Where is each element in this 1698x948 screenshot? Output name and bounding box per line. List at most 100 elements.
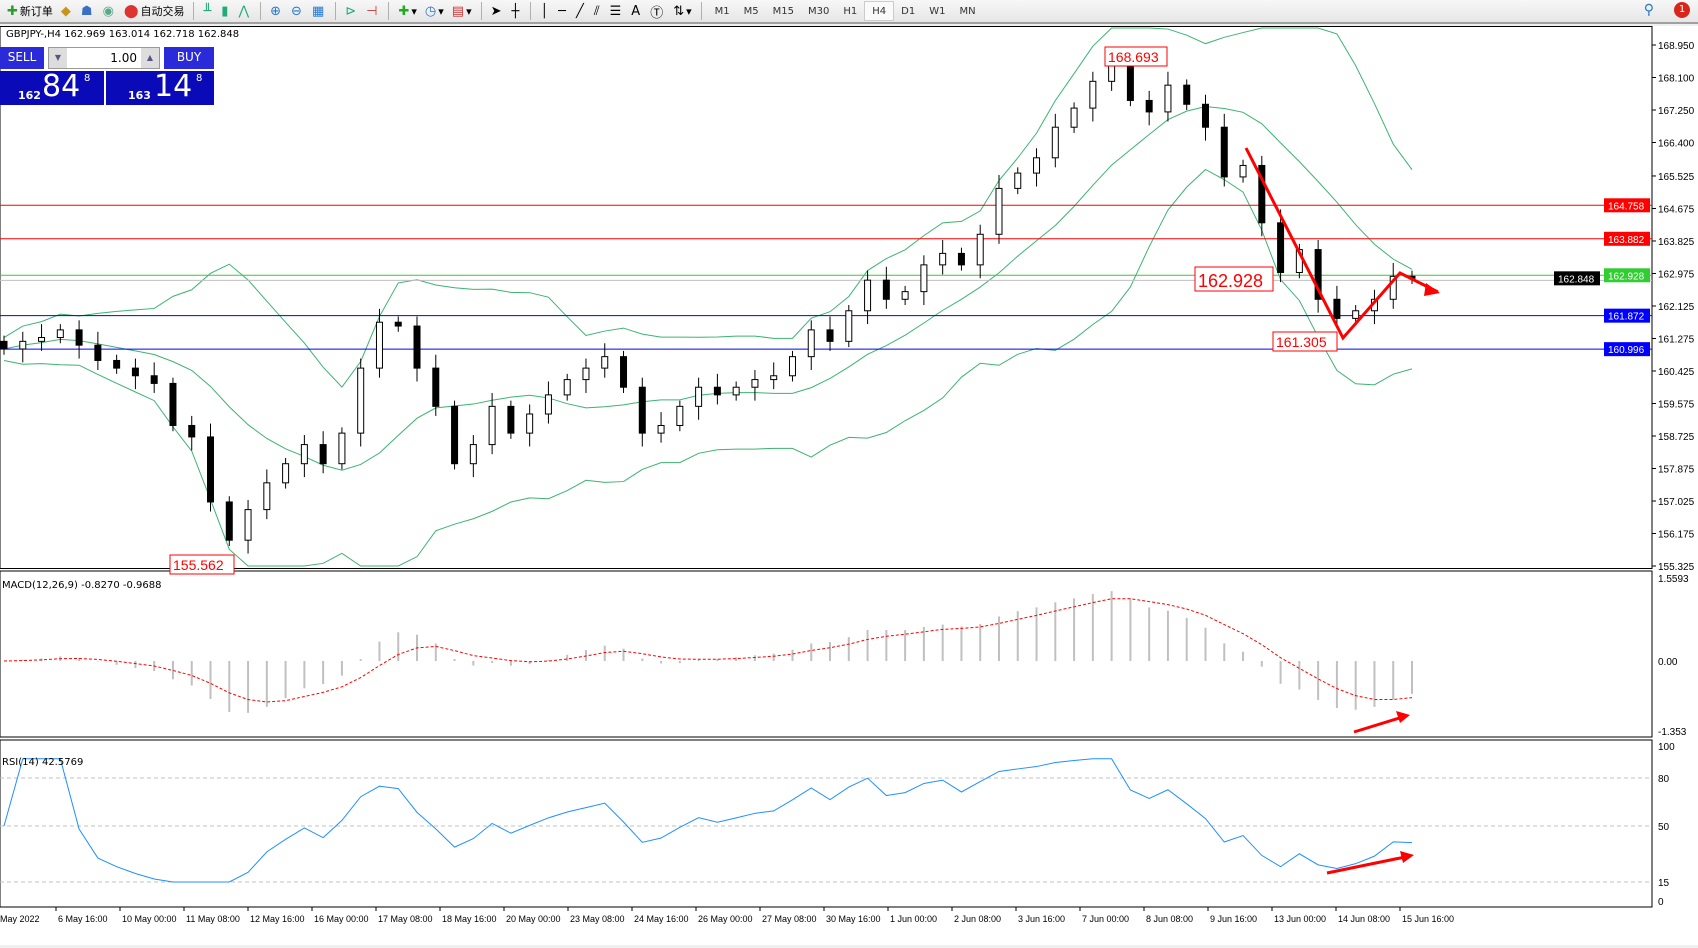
cursor-button[interactable]: ➤ <box>488 1 507 21</box>
bear-candle <box>451 405 459 465</box>
bull-candle <box>657 424 665 434</box>
arrows-button[interactable]: ⇅ ▾ <box>673 3 692 19</box>
signals-button[interactable]: ◉ <box>100 1 119 21</box>
bear-candle <box>394 321 402 327</box>
templates-button[interactable]: ▤ ▾ <box>451 3 472 19</box>
recent-low-label-box <box>1272 331 1338 352</box>
zoom-out-button[interactable]: ⊖ <box>288 1 307 21</box>
fibonacci-icon: ☰ <box>609 3 622 19</box>
tile-windows-button[interactable]: ▦ <box>309 1 329 21</box>
equidistant-channel-button[interactable]: ⫽ <box>591 1 605 21</box>
time-tick-label: 6 May 16:00 <box>58 914 108 924</box>
bear-candle <box>150 375 158 384</box>
bull-candle <box>1051 126 1059 159</box>
buy-price[interactable]: 163 14 8 <box>106 71 214 105</box>
sell-price[interactable]: 162 84 8 <box>0 71 104 105</box>
price-tick-label: 158.725 <box>1658 432 1695 443</box>
volume-down-button[interactable]: ▼ <box>49 48 67 68</box>
zoom-in-button[interactable]: ⊕ <box>267 1 286 21</box>
bear-candle <box>1333 298 1341 319</box>
volume-up-button[interactable]: ▲ <box>141 48 159 68</box>
price-tick-label: 159.575 <box>1658 399 1695 410</box>
rsi-arrow <box>1326 854 1411 875</box>
time-tick-label: 7 Jun 00:00 <box>1082 914 1129 924</box>
search-icon[interactable]: ⚲ <box>1643 2 1654 18</box>
price-tick-label: 167.250 <box>1658 106 1695 117</box>
timeframe-m1[interactable]: M1 <box>714 5 730 17</box>
divider <box>193 2 195 20</box>
horizontal-line-button[interactable]: ─ <box>555 1 571 21</box>
timeframe-m30[interactable]: M30 <box>808 5 830 17</box>
notification-badge[interactable]: 1 <box>1674 2 1690 18</box>
navigator-button[interactable]: ☗ <box>78 1 98 21</box>
fibonacci-button[interactable]: ☰ <box>607 1 627 21</box>
price-tick-label: 157.025 <box>1658 497 1695 508</box>
bear-candle <box>507 405 515 434</box>
trend-arrow <box>1244 147 1439 341</box>
bear-candle <box>225 501 233 541</box>
sell-button[interactable]: SELL <box>0 47 44 69</box>
bear-candle <box>826 329 834 342</box>
timeframe-m15[interactable]: M15 <box>772 5 795 17</box>
candle-chart-button[interactable]: ▮ <box>218 1 233 21</box>
bull-candle <box>788 356 796 377</box>
bar-chart-button[interactable]: ╨ <box>200 1 216 21</box>
chart-canvas[interactable]: 168.950 168.100 167.250 166.400 165.525 164.6… <box>0 26 1698 945</box>
timeframe-h1[interactable]: H1 <box>843 5 858 17</box>
price-tick-label: 161.275 <box>1658 334 1695 345</box>
price-tag-label: 164.758 <box>1608 201 1645 212</box>
person-icon: ☗ <box>80 3 93 19</box>
price-tick-label: 162.125 <box>1658 302 1695 313</box>
timeframe-m5[interactable]: M5 <box>743 5 759 17</box>
time-tick-label: 15 Jun 16:00 <box>1402 914 1454 924</box>
bear-candle <box>1258 164 1266 224</box>
bar-chart-icon: ╨ <box>203 3 212 19</box>
main-pane-frame <box>0 26 1653 569</box>
high-price-label-box <box>1104 46 1168 67</box>
buy-button[interactable]: BUY <box>164 47 214 69</box>
market-watch-button[interactable]: ◆ <box>58 1 76 21</box>
macd-pane-frame <box>0 570 1653 738</box>
text-label-button[interactable]: Ⓣ <box>647 1 668 21</box>
bull-candle <box>263 482 271 511</box>
arrow-head <box>1424 283 1440 296</box>
chart-window[interactable]: 168.950 168.100 167.250 166.400 165.525 164.6… <box>0 26 1698 945</box>
timeframe-w1[interactable]: W1 <box>929 5 946 17</box>
timeframe-d1[interactable]: D1 <box>901 5 916 17</box>
line-chart-button[interactable]: ⋀ <box>235 1 254 21</box>
horizontal-line-icon: ─ <box>558 3 566 19</box>
new-order-button[interactable]: ✚ 新订单 <box>7 3 53 19</box>
bear-candle <box>713 386 721 396</box>
periods-button[interactable]: ◷ ▾ <box>424 3 444 19</box>
vertical-line-button[interactable]: │ <box>537 1 553 21</box>
price-tag-label: 162.848 <box>1558 274 1595 285</box>
crosshair-button[interactable]: ┼ <box>509 1 525 21</box>
bear-candle <box>1126 61 1134 101</box>
time-tick-label: 17 May 08:00 <box>378 914 433 924</box>
rsi-axis-label: 15 <box>1658 878 1670 889</box>
indicators-button[interactable]: ✚ ▾ <box>398 3 417 19</box>
trendline-button[interactable]: ╱ <box>573 1 589 21</box>
divider <box>700 2 702 20</box>
macd-axis-label: 0.00 <box>1658 657 1678 668</box>
bull-candle <box>338 432 346 465</box>
rsi-arrow-head <box>1400 851 1414 863</box>
volume-field[interactable]: ▼ 1.00 ▲ <box>48 47 160 69</box>
auto-trading-button[interactable]: ⬤ 自动交易 <box>123 3 185 19</box>
text-button[interactable]: A <box>628 1 645 21</box>
candlestick-icon: ▮ <box>221 3 229 19</box>
bull-candle <box>1164 84 1172 113</box>
bear-candle <box>638 386 646 434</box>
price-tick-label: 162.975 <box>1658 269 1695 280</box>
bull-candle <box>864 279 872 312</box>
timeframe-mn[interactable]: MN <box>959 5 976 17</box>
bull-candle <box>901 291 909 300</box>
buy-price-big: 14 <box>154 69 193 104</box>
autoscroll-button[interactable]: ⊳ <box>342 1 361 21</box>
bull-candle <box>695 386 703 407</box>
trendline-icon: ╱ <box>576 3 584 19</box>
bull-candle <box>601 356 609 369</box>
chart-shift-button[interactable]: ⊣ <box>363 1 382 21</box>
timeframe-h4[interactable]: H4 <box>864 1 895 21</box>
divider <box>480 2 482 20</box>
